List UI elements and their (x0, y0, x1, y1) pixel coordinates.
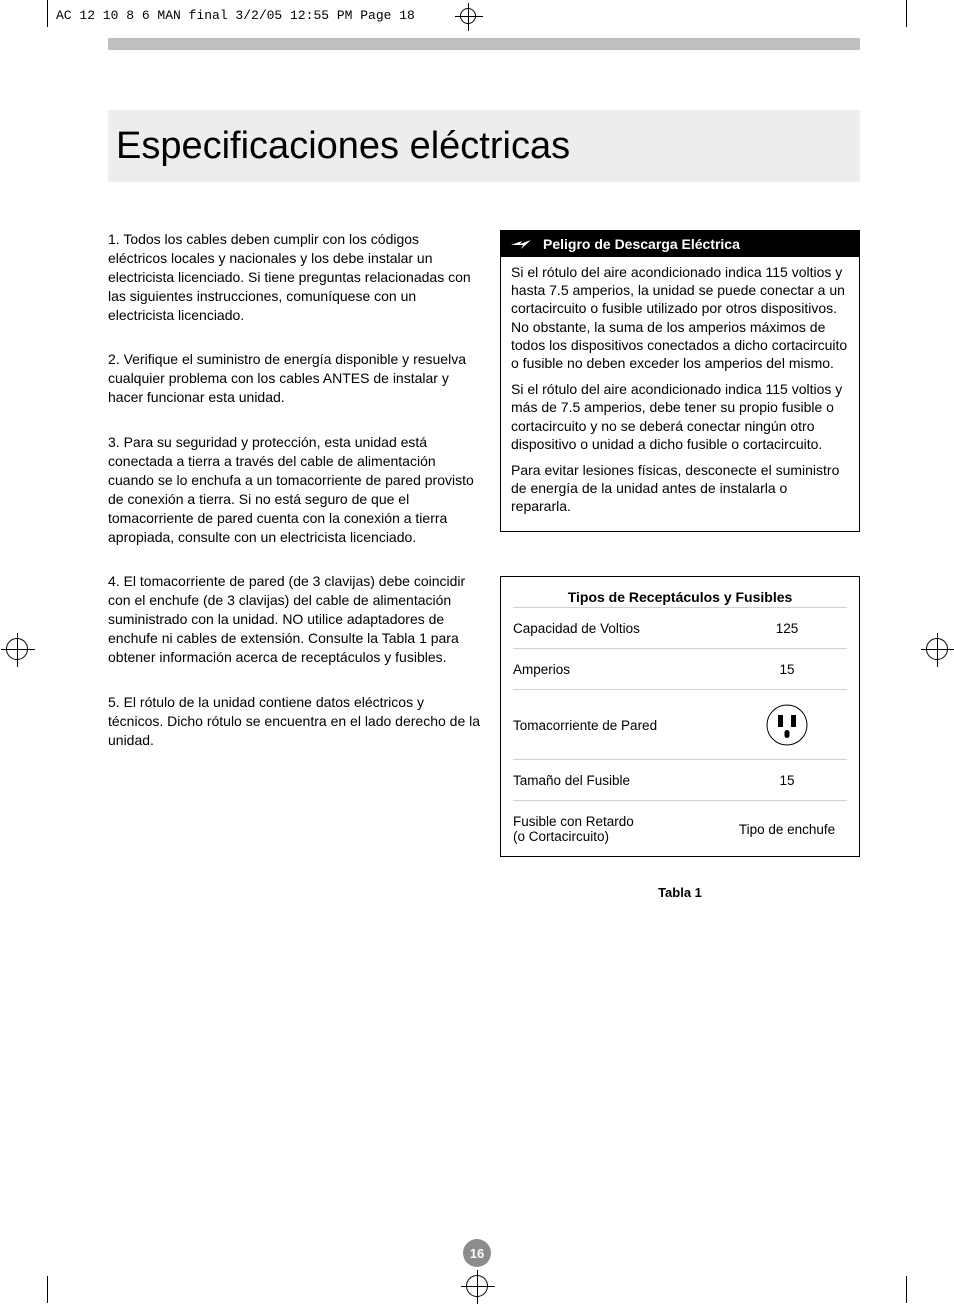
table-row-label: Amperios (513, 662, 727, 677)
page-title: Especificaciones eléctricas (116, 125, 570, 168)
instructions-column: 1. Todos los cables deben cumplir con lo… (108, 230, 482, 900)
table-row: Tamaño del Fusible15 (501, 760, 859, 800)
spec-table: Tipos de Receptáculos y Fusibles Capacid… (500, 576, 860, 857)
registration-mark (460, 8, 476, 24)
table-row-value: 125 (727, 621, 847, 636)
warning-paragraph: Para evitar lesiones físicas, desconecte… (511, 461, 849, 516)
paragraph: 3. Para su seguridad y protección, esta … (108, 433, 482, 546)
warning-box: Peligro de Descarga Eléctrica Si el rótu… (500, 230, 860, 532)
registration-mark (6, 638, 28, 660)
paragraph: 1. Todos los cables deben cumplir con lo… (108, 230, 482, 324)
table-row-value: Tipo de enchufe (727, 822, 847, 837)
table-title: Tipos de Receptáculos y Fusibles (501, 577, 859, 607)
page-content: Especificaciones eléctricas 1. Todos los… (108, 60, 860, 900)
table-row-value: 15 (727, 773, 847, 788)
table-caption: Tabla 1 (500, 885, 860, 900)
page-number-badge: 16 (463, 1239, 491, 1267)
crop-mark (906, 0, 907, 27)
table-row-label: Tomacorriente de Pared (513, 718, 727, 733)
warning-paragraph: Si el rótulo del aire acondicionado indi… (511, 380, 849, 453)
outlet-icon (765, 703, 809, 747)
paragraph: 5. El rótulo de la unidad contiene datos… (108, 693, 482, 750)
warning-body: Si el rótulo del aire acondicionado indi… (501, 257, 859, 531)
lightning-icon (509, 237, 529, 251)
warning-header: Peligro de Descarga Eléctrica (501, 231, 859, 257)
table-row: Fusible con Retardo (o Cortacircuito)Tip… (501, 801, 859, 856)
crop-mark (47, 0, 48, 27)
table-row-value (727, 703, 847, 747)
table-row-label: Capacidad de Voltios (513, 621, 727, 636)
table-row: Tomacorriente de Pared (501, 690, 859, 759)
warning-paragraph: Si el rótulo del aire acondicionado indi… (511, 263, 849, 372)
registration-mark (466, 1275, 488, 1297)
table-row-label: Fusible con Retardo (o Cortacircuito) (513, 814, 727, 844)
paragraph: 2. Verifique el suministro de energía di… (108, 350, 482, 407)
table-row-value: 15 (727, 662, 847, 677)
print-header: AC 12 10 8 6 MAN final 3/2/05 12:55 PM P… (56, 8, 415, 23)
table-row: Amperios15 (501, 649, 859, 689)
warning-title: Peligro de Descarga Eléctrica (543, 236, 740, 252)
registration-mark (926, 638, 948, 660)
top-grey-bar (108, 38, 860, 50)
crop-mark (906, 1276, 907, 1303)
title-band: Especificaciones eléctricas (108, 110, 860, 182)
crop-mark (47, 1276, 48, 1303)
page-number: 16 (470, 1246, 484, 1261)
table-row: Capacidad de Voltios125 (501, 608, 859, 648)
table-row-label: Tamaño del Fusible (513, 773, 727, 788)
paragraph: 4. El tomacorriente de pared (de 3 clavi… (108, 572, 482, 666)
right-column: Peligro de Descarga Eléctrica Si el rótu… (500, 230, 860, 900)
